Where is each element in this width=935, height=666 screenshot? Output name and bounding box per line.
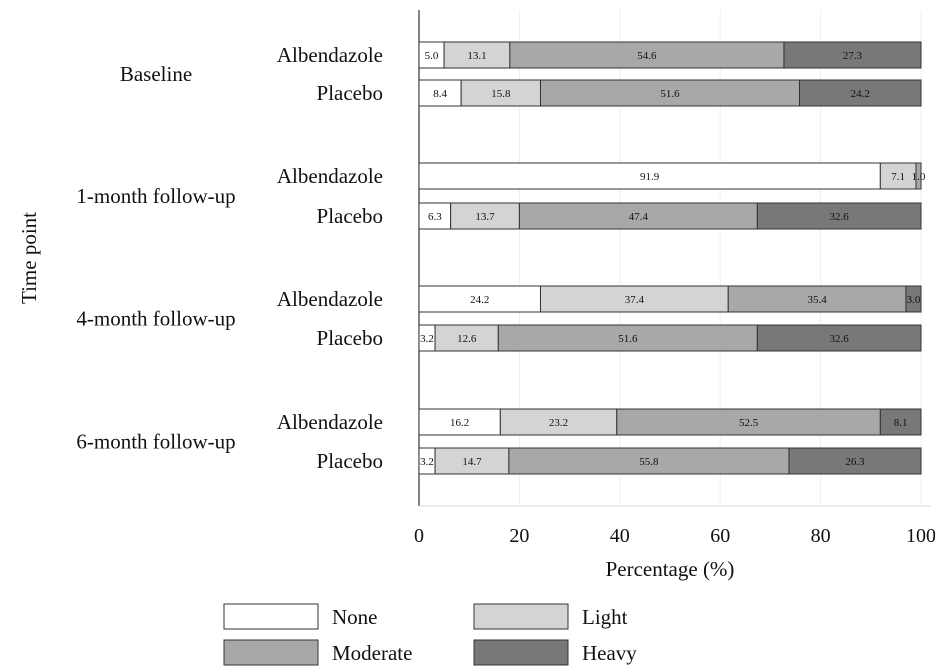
- bar-value-label: 23.2: [549, 417, 568, 429]
- bar-value-label: 1.0: [912, 171, 926, 183]
- x-axis-title: Percentage (%): [606, 557, 735, 581]
- bar-value-label: 13.1: [467, 50, 486, 62]
- x-tick-label: 100: [906, 525, 935, 547]
- bar-value-label: 14.7: [462, 456, 482, 468]
- group-labels: Baseline 1-month follow-up 4-month follow-…: [76, 62, 235, 454]
- row-label: Placebo: [317, 326, 383, 350]
- legend-label: None: [332, 605, 378, 629]
- legend-swatch: [223, 603, 319, 630]
- bar-segment: [418, 202, 452, 230]
- bars: 5.0 13.1 54.6 27.3 8.4 15.8 51.6 24.2 91.9 7.1 1.0…: [418, 41, 926, 475]
- row-label: Albendazole: [277, 287, 383, 311]
- bar-value-label: 8.1: [894, 417, 908, 429]
- x-tick-label: 20: [509, 525, 529, 547]
- row-label: Placebo: [317, 204, 383, 228]
- bar-segment: [509, 41, 785, 69]
- bar-segment: [443, 41, 511, 69]
- bar-value-label: 7.1: [891, 171, 905, 183]
- bar-value-label: 51.6: [660, 88, 680, 100]
- bar-segment: [727, 285, 907, 313]
- bar-segment: [450, 202, 520, 230]
- bar-value-label: 26.3: [845, 456, 865, 468]
- bar-value-label: 16.2: [450, 417, 469, 429]
- bar-value-label: 51.6: [618, 333, 638, 345]
- bar-segment: [460, 79, 541, 107]
- bar-value-label: 3.2: [420, 456, 434, 468]
- bar-value-label: 32.6: [830, 333, 850, 345]
- bar-segment: [418, 285, 541, 313]
- bar-value-label: 91.9: [640, 171, 660, 183]
- x-tick-label: 80: [811, 525, 831, 547]
- legend-swatch: [223, 639, 319, 666]
- row-label: Albendazole: [277, 410, 383, 434]
- bar-value-label: 27.3: [843, 50, 863, 62]
- bar-segment: [915, 162, 922, 190]
- x-tick-label: 0: [414, 525, 424, 547]
- bar-value-label: 15.8: [491, 88, 511, 100]
- bar-segment: [879, 408, 922, 436]
- row-label: Albendazole: [277, 164, 383, 188]
- bar-value-label: 24.2: [851, 88, 870, 100]
- bar-segment: [756, 324, 922, 352]
- row-label: Placebo: [317, 81, 383, 105]
- bar-value-label: 6.3: [428, 211, 442, 223]
- bar-value-label: 12.6: [457, 333, 477, 345]
- bar-segment: [788, 447, 922, 475]
- row-labels: Albendazole Placebo Albendazole Placebo Albe…: [277, 43, 383, 473]
- bar-value-label: 5.0: [425, 50, 439, 62]
- bar-segment: [539, 285, 729, 313]
- group-label: 4-month follow-up: [76, 307, 235, 331]
- bar-segment: [799, 79, 922, 107]
- y-axis-title: Time point: [17, 212, 41, 304]
- group-label: 6-month follow-up: [76, 430, 235, 454]
- x-tick-label: 60: [710, 525, 730, 547]
- bar-value-label: 35.4: [807, 294, 827, 306]
- legend-label: Light: [582, 605, 628, 629]
- bar-segment: [499, 408, 618, 436]
- x-tick-label: 40: [610, 525, 630, 547]
- legend-label: Heavy: [582, 641, 637, 665]
- bar-value-label: 32.6: [830, 211, 850, 223]
- legend: None Light Moderate Heavy: [223, 603, 637, 666]
- legend-label: Moderate: [332, 641, 412, 665]
- bar-segment: [508, 447, 790, 475]
- legend-swatch: [473, 639, 569, 666]
- bar-segment: [756, 202, 922, 230]
- bar-segment: [497, 324, 758, 352]
- bar-segment: [418, 162, 881, 190]
- row-label: Albendazole: [277, 43, 383, 67]
- row-label: Placebo: [317, 449, 383, 473]
- bar-value-label: 37.4: [625, 294, 645, 306]
- bar-value-label: 55.8: [639, 456, 659, 468]
- bar-value-label: 13.7: [475, 211, 495, 223]
- bar-value-label: 24.2: [470, 294, 489, 306]
- group-label: 1-month follow-up: [76, 184, 235, 208]
- bar-value-label: 52.5: [739, 417, 759, 429]
- bar-segment: [783, 41, 922, 69]
- bar-segment: [418, 41, 445, 69]
- bar-value-label: 47.4: [629, 211, 649, 223]
- group-label: Baseline: [120, 62, 192, 86]
- bar-segment: [418, 408, 501, 436]
- legend-swatch: [473, 603, 569, 630]
- bar-segment: [418, 79, 462, 107]
- bar-value-label: 3.2: [420, 333, 434, 345]
- x-axis-ticks: 0 20 40 60 80 100: [414, 525, 935, 547]
- bar-value-label: 54.6: [637, 50, 657, 62]
- bar-value-label: 3.0: [907, 294, 921, 306]
- bar-segment: [905, 285, 922, 313]
- bar-segment: [434, 447, 510, 475]
- bar-value-label: 8.4: [433, 88, 447, 100]
